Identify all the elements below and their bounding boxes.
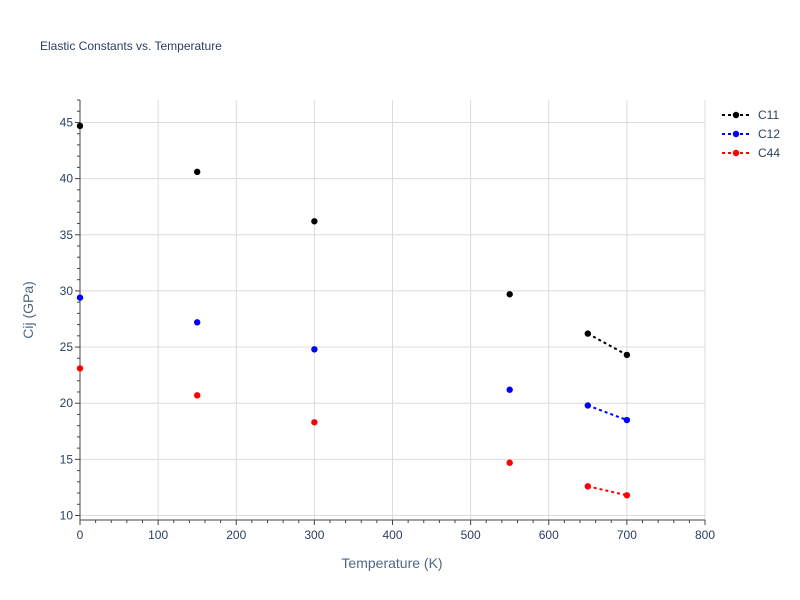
legend-label: C11 xyxy=(758,108,779,122)
legend[interactable]: C11 C12 C44 xyxy=(722,108,780,160)
plot-area xyxy=(76,122,631,499)
y-tick-label: 25 xyxy=(60,340,74,354)
y-tick-label: 20 xyxy=(60,396,74,410)
data-point-c44[interactable] xyxy=(506,459,513,466)
data-point-c44[interactable] xyxy=(623,492,631,499)
data-point-c12[interactable] xyxy=(584,402,592,409)
series-line-c11 xyxy=(587,332,628,356)
legend-marker xyxy=(732,111,740,119)
data-point-c11[interactable] xyxy=(623,351,631,359)
x-tick-label: 200 xyxy=(226,528,246,542)
series-line-c44 xyxy=(587,485,628,497)
legend-label: C12 xyxy=(758,127,780,141)
grid xyxy=(80,100,706,520)
data-point-c12[interactable] xyxy=(506,386,513,393)
data-point-c11[interactable] xyxy=(311,218,318,225)
data-point-c11[interactable] xyxy=(506,291,513,298)
series-c11 xyxy=(76,122,631,359)
x-tick-label: 300 xyxy=(304,528,324,542)
x-tick-label: 800 xyxy=(695,528,715,542)
chart-title: Elastic Constants vs. Temperature xyxy=(40,39,222,53)
series-c12 xyxy=(76,294,631,424)
legend-item-c12[interactable]: C12 xyxy=(722,127,780,141)
y-tick-label: 15 xyxy=(60,452,74,466)
data-point-c11[interactable] xyxy=(193,168,201,176)
x-tick-label: 500 xyxy=(461,528,481,542)
x-tick-label: 700 xyxy=(617,528,637,542)
x-tick-label: 600 xyxy=(539,528,559,542)
data-point-c44[interactable] xyxy=(584,483,592,490)
y-tick-label: 30 xyxy=(60,284,74,298)
legend-item-c44[interactable]: C44 xyxy=(722,146,780,160)
data-point-c44[interactable] xyxy=(76,365,84,372)
y-tick-label: 40 xyxy=(60,172,74,186)
data-point-c44[interactable] xyxy=(193,392,201,399)
y-tick-label: 35 xyxy=(60,228,74,242)
data-point-c12[interactable] xyxy=(311,346,318,353)
data-point-c11[interactable] xyxy=(584,330,592,337)
series-c44 xyxy=(76,365,631,499)
x-tick-label: 0 xyxy=(77,528,84,542)
data-point-c12[interactable] xyxy=(623,416,631,424)
y-axis-title: Cij (GPa) xyxy=(20,281,36,339)
legend-label: C44 xyxy=(758,146,780,160)
legend-item-c11[interactable]: C11 xyxy=(722,108,779,122)
y-tick-label: 45 xyxy=(60,115,74,129)
x-axis-title: Temperature (K) xyxy=(341,555,442,571)
legend-marker xyxy=(732,149,740,157)
data-point-c44[interactable] xyxy=(311,419,318,426)
y-tick-label: 10 xyxy=(60,509,74,523)
data-point-c11[interactable] xyxy=(76,122,84,130)
x-tick-label: 400 xyxy=(382,528,402,542)
data-point-c12[interactable] xyxy=(76,294,84,301)
x-tick-label: 100 xyxy=(148,528,168,542)
axes: 0 100 200 300 400 500 600 700 800 10 15 20 25 30 35 40 4… xyxy=(60,99,715,542)
legend-marker xyxy=(732,130,740,138)
data-point-c12[interactable] xyxy=(193,319,201,326)
series-line-c12 xyxy=(587,404,628,421)
